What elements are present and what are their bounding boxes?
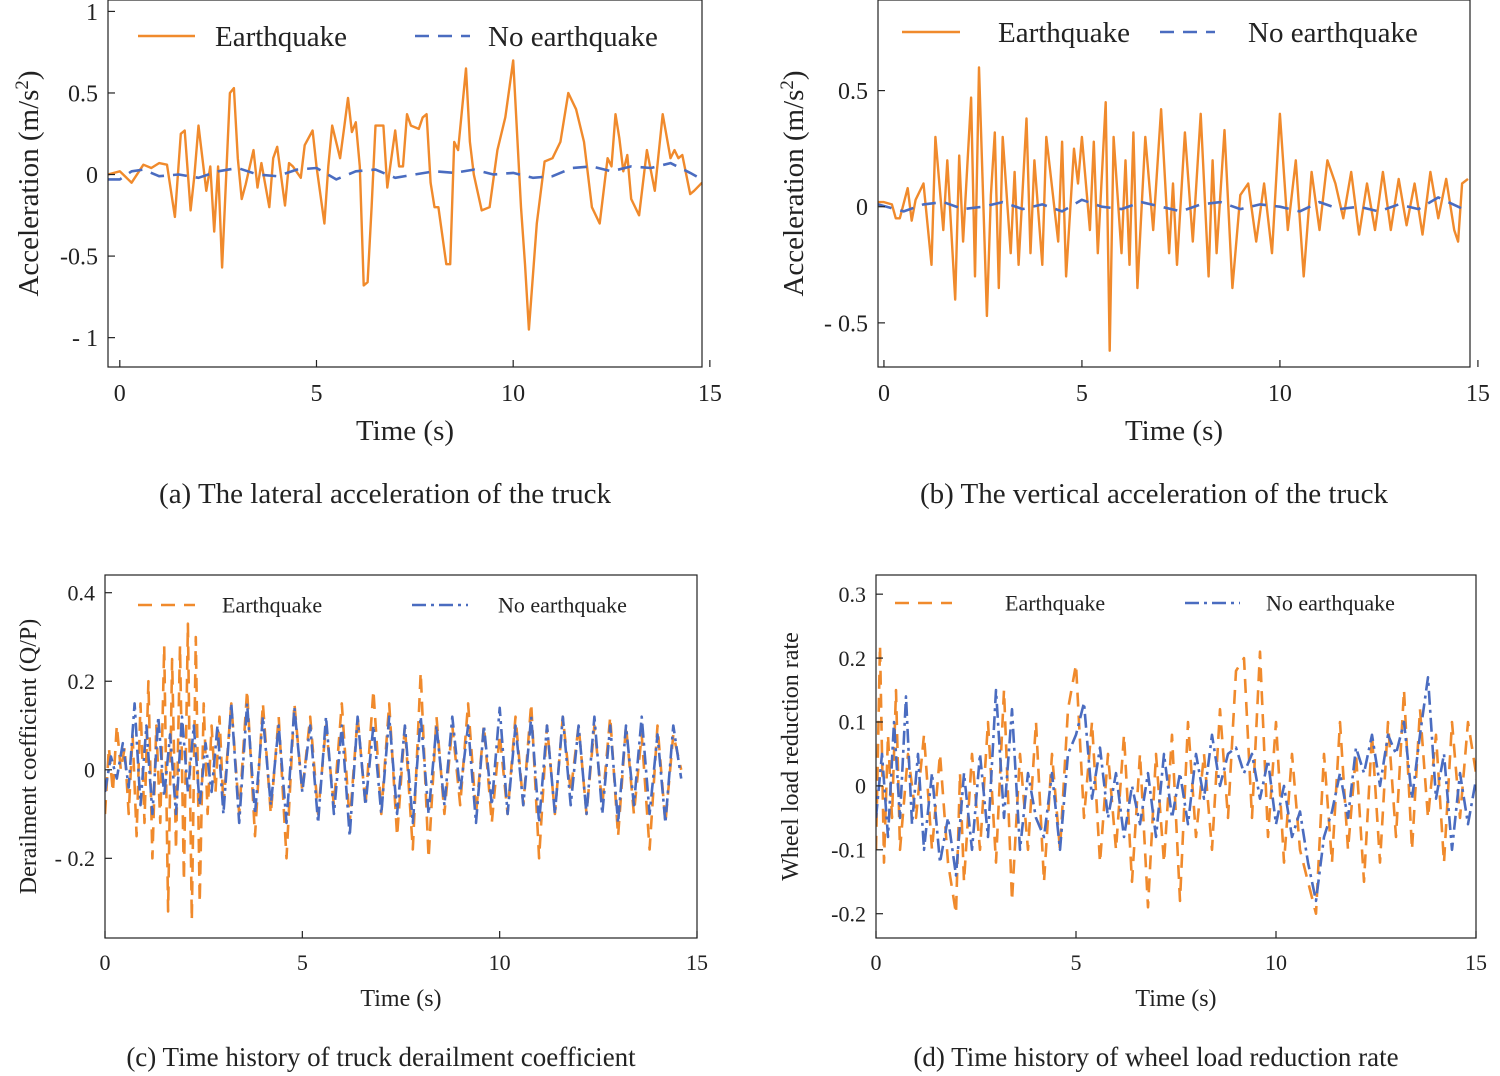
x-axis-label: Time (s) <box>356 415 454 447</box>
y-tick-label: 0.3 <box>839 582 867 607</box>
x-axis-label: Time (s) <box>1125 415 1223 447</box>
y-axis-label: Derailment coefficient (Q/P) <box>16 619 42 894</box>
chart-caption: (c) Time history of truck derailment coe… <box>126 1042 636 1072</box>
series-no-earthquake-line <box>108 161 702 181</box>
legend-label-no-earthquake: No earthquake <box>498 593 627 618</box>
y-tick-label: - 1 <box>72 326 98 352</box>
x-tick-label: 15 <box>698 381 722 407</box>
x-tick-label: 15 <box>1465 950 1487 975</box>
x-tick-label: 0 <box>114 381 126 407</box>
y-tick-label: 0.1 <box>839 710 867 735</box>
legend-label-no-earthquake: No earthquake <box>1266 591 1395 616</box>
chart-caption: (b) The vertical acceleration of the tru… <box>920 478 1389 510</box>
y-axis-label: Wheel load reduction rate <box>778 632 804 881</box>
x-tick-label: 10 <box>1268 381 1292 407</box>
x-tick-label: 5 <box>297 950 308 975</box>
y-tick-label: - 0.5 <box>824 311 868 337</box>
y-tick-label: 0 <box>855 774 866 799</box>
y-axis-label: Acceleration (m/s2) <box>12 70 46 296</box>
x-axis-label: Time (s) <box>1135 986 1216 1012</box>
chart-d: 0 5 10 15 -0.2 -0.1 0 0.1 0.2 0.3 Time (s) Wheel lo… <box>778 574 1487 1072</box>
legend-label-earthquake: Earthquake <box>998 17 1130 49</box>
x-tick-label: 0 <box>100 950 111 975</box>
y-tick-label: 0.2 <box>68 669 96 694</box>
y-tick-label: 0.5 <box>838 79 868 105</box>
plot-frame <box>107 0 703 368</box>
chart-c: 0 5 10 15 - 0.2 0 0.2 0.4 Time (s) Derailment coe… <box>16 574 708 1072</box>
plot-frame <box>877 0 1471 368</box>
y-tick-label: 1 <box>86 0 98 26</box>
y-tick-label: 0.2 <box>839 646 867 671</box>
chart-caption: (a) The lateral acceleration of the truc… <box>159 478 611 510</box>
y-tick-label: - 0.2 <box>55 846 95 871</box>
x-axis-label: Time (s) <box>360 986 441 1012</box>
y-axis-label: Acceleration (m/s2) <box>777 70 811 296</box>
y-tick-label: 0 <box>856 195 868 221</box>
x-tick-label: 15 <box>1466 381 1490 407</box>
x-tick-label: 0 <box>871 950 882 975</box>
x-tick-label: 0 <box>878 381 890 407</box>
series-earthquake-line <box>878 66 1469 352</box>
x-tick-label: 10 <box>501 381 525 407</box>
y-tick-label: 0.5 <box>68 81 98 107</box>
y-tick-label: 0 <box>86 163 98 189</box>
series-earthquake-line <box>108 59 702 331</box>
legend-label-no-earthquake: No earthquake <box>488 21 658 53</box>
legend-label-earthquake: Earthquake <box>222 593 322 618</box>
x-tick-label: 15 <box>686 950 708 975</box>
series-no-earthquake-line <box>105 702 683 838</box>
plot-frame <box>104 574 698 939</box>
y-tick-label: -0.5 <box>60 244 98 270</box>
x-tick-label: 5 <box>1071 950 1082 975</box>
legend-label-no-earthquake: No earthquake <box>1248 17 1418 49</box>
y-tick-label: 0.4 <box>68 580 96 605</box>
chart-caption: (d) Time history of wheel load reduction… <box>913 1042 1398 1072</box>
x-tick-label: 10 <box>489 950 511 975</box>
x-tick-label: 5 <box>310 381 322 407</box>
chart-b: 0 5 10 15 - 0.5 0 0.5 Time (s) Acceleration (m/s… <box>777 0 1490 510</box>
chart-a: 0 5 10 15 - 1 -0.5 0 0.5 1 Time (s) Acceleration (… <box>12 0 722 510</box>
series-no-earthquake-line <box>876 675 1476 903</box>
series-earthquake-line <box>876 643 1476 916</box>
legend-label-earthquake: Earthquake <box>1005 591 1105 616</box>
series-earthquake-line <box>105 622 683 922</box>
x-tick-label: 5 <box>1076 381 1088 407</box>
y-tick-label: -0.2 <box>831 901 866 926</box>
plot-frame <box>875 574 1477 939</box>
legend-label-earthquake: Earthquake <box>215 21 347 53</box>
y-tick-label: 0 <box>84 757 95 782</box>
x-tick-label: 10 <box>1265 950 1287 975</box>
y-tick-label: -0.1 <box>831 838 866 863</box>
